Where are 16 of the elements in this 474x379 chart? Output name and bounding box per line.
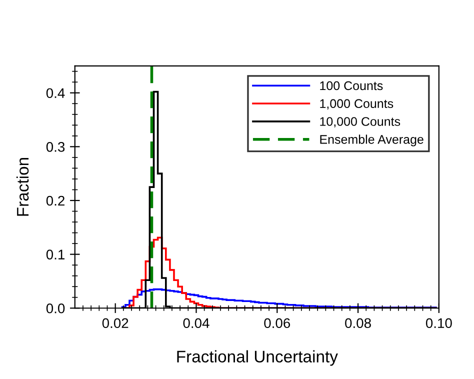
y-tick-label: 0.0 bbox=[46, 303, 65, 314]
legend-label: 100 Counts bbox=[320, 81, 383, 90]
x-axis-title: Fractional Uncertainty bbox=[177, 350, 338, 366]
y-tick-label: 0.4 bbox=[46, 88, 65, 98]
x-tick-label: 0.10 bbox=[426, 318, 452, 328]
x-tick-label: 0.08 bbox=[345, 318, 371, 328]
y-axis-title: Fraction bbox=[16, 158, 29, 216]
legend-label: 1,000 Counts bbox=[320, 99, 394, 110]
y-tick-label: 0.1 bbox=[46, 250, 64, 260]
y-tick-label: 0.3 bbox=[46, 142, 65, 152]
y-tick-label: 0.2 bbox=[46, 196, 64, 206]
x-tick-label: 0.02 bbox=[102, 318, 128, 328]
legend-label: 10,000 Counts bbox=[320, 117, 400, 128]
x-tick-label: 0.04 bbox=[183, 318, 210, 328]
legend-label: Ensemble Average bbox=[320, 134, 424, 146]
x-tick-label: 0.06 bbox=[264, 318, 290, 328]
